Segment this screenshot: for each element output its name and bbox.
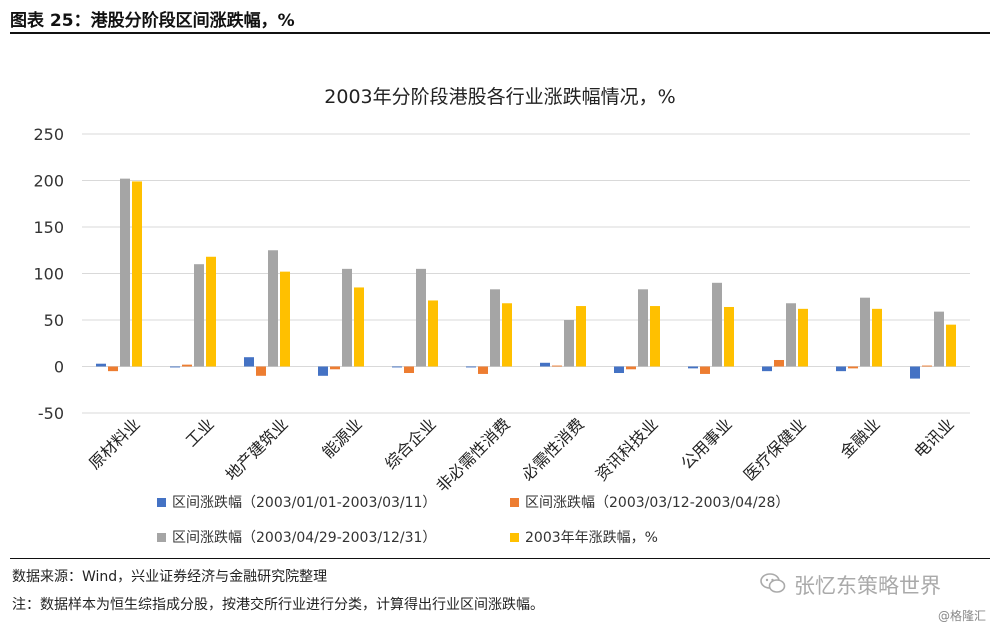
bar (392, 366, 402, 368)
bar (786, 303, 796, 367)
legend-label: 区间涨跌幅（2003/01/01-2003/03/11） (172, 495, 437, 511)
legend-swatch (510, 532, 519, 542)
x-tick-label: 原材料业 (85, 414, 144, 473)
bar (576, 306, 586, 367)
bar (762, 366, 772, 372)
bar (650, 306, 660, 367)
legend-swatch (157, 532, 166, 542)
legend-label: 区间涨跌幅（2003/03/12-2003/04/28） (525, 495, 790, 511)
rule-bottom (10, 558, 990, 559)
bar (638, 289, 648, 367)
bar (354, 287, 364, 367)
bar (922, 365, 932, 367)
bar (490, 289, 500, 367)
bar (280, 271, 290, 367)
legend-item: 区间涨跌幅（2003/04/29-2003/12/31） (157, 527, 436, 547)
x-tick-label: 电讯业 (910, 414, 957, 461)
bar (540, 362, 550, 367)
bar (774, 359, 784, 367)
bar (132, 181, 142, 367)
legend-item: 区间涨跌幅（2003/01/01-2003/03/11） (157, 492, 436, 512)
source-text: 数据来源：Wind，兴业证券经济与金融研究院整理 (12, 569, 328, 585)
bar (552, 365, 562, 367)
bar (256, 366, 266, 376)
legend-swatch (157, 497, 166, 507)
bar (836, 366, 846, 372)
bar (700, 366, 710, 374)
watermark-text: 张忆东策略世界 (794, 574, 941, 598)
y-tick-label: 150 (33, 218, 64, 237)
x-tick-label: 非必需性消费 (433, 414, 514, 495)
x-tick-label: 综合企业 (381, 414, 440, 473)
chart-title: 2003年分阶段港股各行业涨跌幅情况，% (324, 86, 676, 108)
bar (478, 366, 488, 374)
watermark: 张忆东策略世界 (760, 570, 941, 600)
bar (564, 320, 574, 367)
bar (120, 178, 130, 367)
x-tick-label: 工业 (182, 414, 218, 450)
legend-label: 区间涨跌幅（2003/04/29-2003/12/31） (172, 530, 437, 546)
bar (108, 366, 118, 372)
x-tick-label: 能源业 (318, 414, 365, 461)
bar (96, 363, 106, 367)
bar (318, 366, 328, 376)
bar (872, 308, 882, 367)
bar (342, 268, 352, 367)
bar (688, 366, 698, 369)
bar (934, 311, 944, 367)
bar (206, 256, 216, 367)
bar (182, 364, 192, 367)
bar (724, 306, 734, 367)
bar (946, 324, 956, 367)
header-rule (10, 32, 990, 34)
bar (502, 303, 512, 367)
bar (626, 366, 636, 370)
legend-item: 2003年年涨跌幅，% (510, 527, 658, 547)
wechat-icon (760, 572, 786, 599)
bar (268, 250, 278, 367)
bar (416, 268, 426, 367)
figure-header: 图表 25：港股分阶段区间涨跌幅，% (10, 11, 295, 31)
note-text: 注：数据样本为恒生综指成分股，按港交所行业进行分类，计算得出行业区间涨跌幅。 (12, 597, 544, 613)
bar (170, 366, 180, 368)
bar (798, 308, 808, 367)
bar (848, 366, 858, 369)
x-tick-label: 公用事业 (677, 414, 736, 473)
y-tick-label: -50 (38, 404, 64, 423)
bar (466, 366, 476, 368)
legend-label: 2003年年涨跌幅，% (525, 530, 658, 546)
legend-item: 区间涨跌幅（2003/03/12-2003/04/28） (510, 492, 789, 512)
x-tick-label: 地产建筑业 (222, 414, 292, 484)
y-tick-label: 250 (33, 125, 64, 144)
y-tick-label: 100 (33, 265, 64, 284)
bar (404, 366, 414, 374)
bar (712, 282, 722, 367)
y-tick-label: 0 (54, 358, 64, 377)
y-tick-label: 50 (44, 311, 64, 330)
y-tick-label: 200 (33, 172, 64, 191)
x-tick-label: 资讯科技业 (592, 414, 662, 484)
x-tick-label: 必需性消费 (518, 414, 588, 484)
x-tick-label: 医疗保健业 (740, 414, 810, 484)
legend-swatch (510, 497, 519, 507)
bar (194, 264, 204, 367)
bar (910, 366, 920, 379)
bar (614, 366, 624, 374)
bar (860, 297, 870, 367)
x-tick-label: 金融业 (836, 414, 883, 461)
credit-text: @格隆汇 (937, 609, 986, 623)
bar (428, 300, 438, 367)
bar (244, 357, 254, 367)
bar (330, 366, 340, 370)
